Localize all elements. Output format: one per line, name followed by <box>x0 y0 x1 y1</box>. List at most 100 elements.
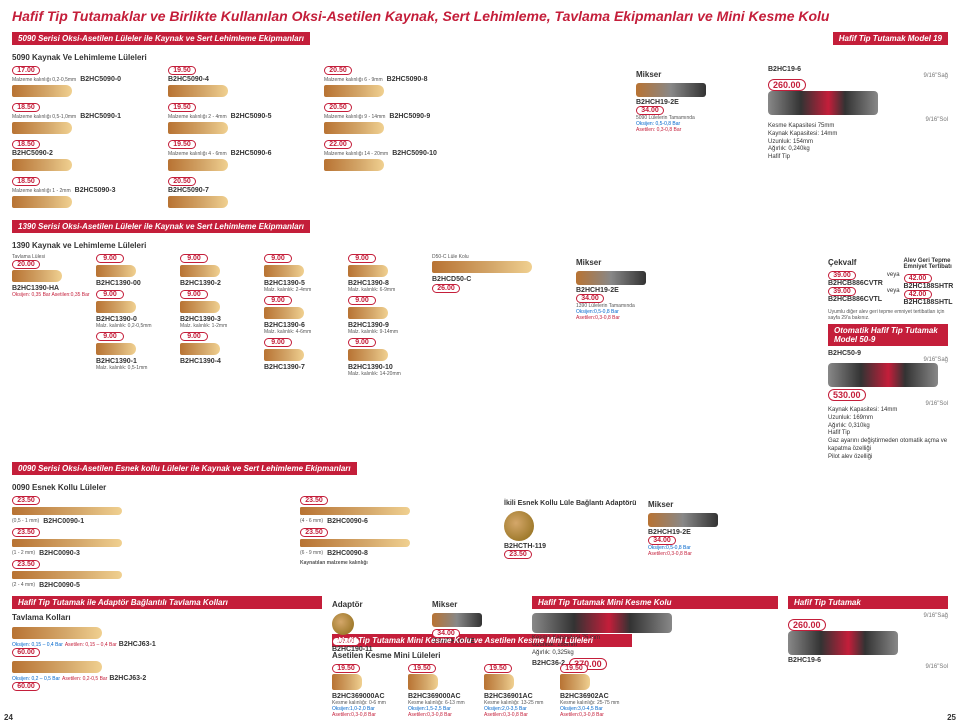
torch-icon <box>768 91 878 115</box>
sku: B2HC5090-6 <box>231 150 272 157</box>
sku: B2HC188SHTL <box>904 299 954 306</box>
price: 42.00 <box>904 290 932 299</box>
sku: B2HC1390-8 <box>348 280 428 287</box>
nozzle-icon <box>168 122 228 134</box>
sku: B2HC369000AC <box>332 693 404 700</box>
cut-nozzle-icon <box>332 674 362 690</box>
nozzle-icon <box>180 265 220 277</box>
price: 39.00 <box>828 271 856 280</box>
spec: (1 - 2 mm) <box>12 550 35 556</box>
ikili-label: İkili Esnek Kollu Lüle Bağlantı Adaptörü <box>504 500 644 507</box>
nozzle-icon <box>324 122 384 134</box>
info-line: Hafif Tip <box>828 430 948 438</box>
sku: B2HC5090-1 <box>80 113 121 120</box>
price: 18.50 <box>12 103 40 112</box>
page-left: 24 <box>4 713 13 722</box>
mixer-0090-ac: Asetilen:0,3-0,8 Bar <box>648 551 784 557</box>
sku: B2HC1390-10 <box>348 364 428 371</box>
sku: B2HC0090-6 <box>327 518 368 525</box>
flex-nozzle-icon <box>12 507 122 515</box>
torch-icon <box>828 363 938 387</box>
nozzle-icon <box>96 343 136 355</box>
ac: Asetilen: 0,15 – 0,4 Bar <box>65 642 117 648</box>
price: 20.50 <box>324 103 352 112</box>
sku: B2HC5090-10 <box>392 150 437 157</box>
nozzle-icon <box>348 265 388 277</box>
sku: B2HC1390-6 <box>264 322 344 329</box>
ac: Asetilen:0,3-0,8 Bar <box>560 712 632 718</box>
sku: B2HC5090-0 <box>80 76 121 83</box>
section-5090-bar: 5090 Serisi Oksi-Asetilen Lüleler ile Ka… <box>12 32 310 45</box>
price: 39.00 <box>828 287 856 296</box>
kaynatilan-label: Kaynatılan malzeme kalınlığı <box>300 560 500 566</box>
flex-nozzle-icon <box>300 539 410 547</box>
alev-note: Uyumlu diğer alev geri tepme emniyet ter… <box>828 309 948 321</box>
adapter-icon <box>504 511 534 541</box>
flex-nozzle-icon <box>300 507 410 515</box>
nozzle-icon <box>168 196 228 208</box>
sku: B2HC1390-3 <box>180 316 260 323</box>
tutamak-price: 260.00 <box>788 619 826 631</box>
nozzle-icon <box>96 265 136 277</box>
section-1390-bar: 1390 Serisi Oksi-Asetilen Lüleler ile Ka… <box>12 220 310 233</box>
sku: B2HCJ63-2 <box>109 675 146 682</box>
sku: B2HC0090-5 <box>39 582 80 589</box>
info-line: Kaynak Kapasitesi: 14mm <box>828 407 948 415</box>
d50-price: 26.00 <box>432 284 460 293</box>
price: 19.50 <box>168 103 196 112</box>
info-line: Gaz ayarını değiştirmeden otomatik açma … <box>828 438 948 454</box>
sku: B2HC0090-1 <box>43 518 84 525</box>
torch-kap5: Hafif Tip <box>768 154 948 162</box>
sku: B2HC1390-9 <box>348 322 428 329</box>
torch-kap2: Kaynak Kapasitesi: 14mm <box>768 131 948 139</box>
otomatic-price: 530.00 <box>828 389 866 401</box>
sku: B2HC1390-4 <box>180 358 260 365</box>
nozzle-icon <box>96 301 136 313</box>
price: 19.50 <box>168 140 196 149</box>
nozzle-icon <box>264 307 304 319</box>
nozzle-icon <box>168 159 228 171</box>
price: 20.50 <box>324 66 352 75</box>
tavlama-bar: Hafif Tip Tutamak ile Adaptör Bağlantılı… <box>12 596 322 609</box>
sub-5090: 5090 Kaynak Ve Lehimleme Lüleleri <box>12 53 948 62</box>
spec: Malzeme kalınlığı 9 - 14mm <box>324 114 385 120</box>
sku: B2HC1390-7 <box>264 364 344 371</box>
price: 19.50 <box>560 664 588 673</box>
price: 9.00 <box>180 332 208 341</box>
sku: B2HC1390-5 <box>264 280 344 287</box>
nozzle-icon <box>264 349 304 361</box>
price: 20.50 <box>168 177 196 186</box>
info-line: Uzunluk: 169mm <box>828 415 948 423</box>
price: 18.50 <box>12 177 40 186</box>
tavlama-sku: B2HC1390-HA <box>12 285 92 292</box>
veya: veya <box>887 272 900 278</box>
price: 19.50 <box>484 664 512 673</box>
page-title: Hafif Tip Tutamaklar ve Birlikte Kullanı… <box>12 8 948 24</box>
price: 9.00 <box>264 338 292 347</box>
price: 17.00 <box>12 66 40 75</box>
mini-kolu-bar: Hafif Tip Tutamak Mini Kesme Kolu <box>532 596 778 609</box>
spec: Malzeme kalınlığı 14 - 20mm <box>324 151 388 157</box>
thread-r: 9/16"Sağ <box>788 613 948 619</box>
sku: B2HC0090-8 <box>327 550 368 557</box>
tavlama-price: 20.00 <box>12 260 40 269</box>
cut-nozzle-icon <box>560 674 590 690</box>
ac: Asetilen:0,3-0,8 Bar <box>332 712 404 718</box>
spec: Malzeme kalınlığı 1 - 2mm <box>12 188 71 194</box>
sku: B2HC5090-7 <box>168 187 209 194</box>
torch-icon <box>788 631 898 655</box>
price: 60.00 <box>12 648 40 657</box>
price: 42.00 <box>904 274 932 283</box>
sku: B2HC1390-0 <box>96 316 176 323</box>
thread-l: 9/16"Sol <box>788 664 948 670</box>
mixer-sku: B2HCH19-2E <box>636 99 762 106</box>
price: 22.00 <box>324 140 352 149</box>
price: 18.50 <box>12 140 40 149</box>
price: 9.00 <box>348 296 376 305</box>
price: 9.00 <box>264 254 292 263</box>
sku: B2HC5090-8 <box>387 76 428 83</box>
nozzle-icon <box>264 265 304 277</box>
mixer-0090-label: Mikser <box>648 500 784 509</box>
spec: Malzeme kalınlığı 2 - 4mm <box>168 114 227 120</box>
torch-kap1: Kesme Kapasitesi 75mm <box>768 123 948 131</box>
